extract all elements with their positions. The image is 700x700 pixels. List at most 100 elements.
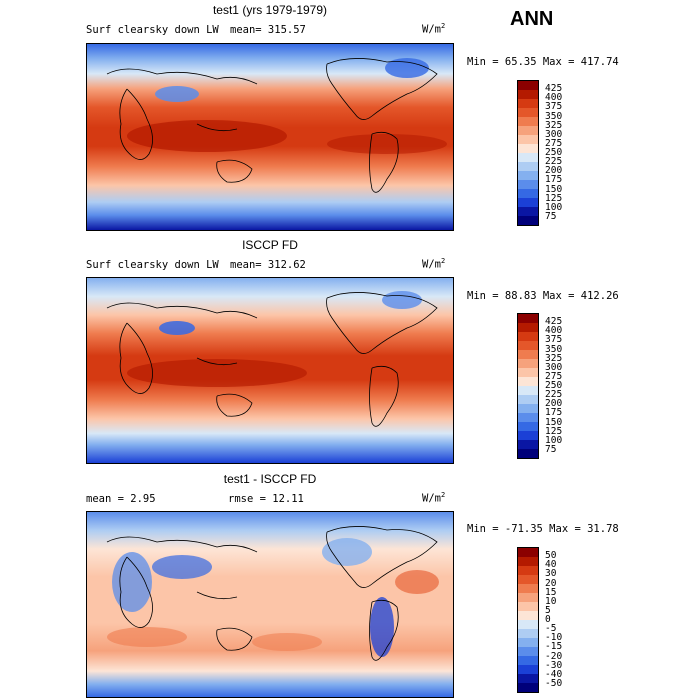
colorbar-swatch <box>518 135 538 144</box>
colorbar-swatch <box>518 449 538 458</box>
panel3-colorbar <box>517 547 539 693</box>
panel3-minmax: Min = -71.35 Max = 31.78 <box>467 523 619 535</box>
colorbar-swatch <box>518 629 538 638</box>
panel3-map <box>86 511 454 698</box>
colorbar-tick-label: 100 <box>545 201 563 213</box>
colorbar-tick-label: 400 <box>545 325 563 337</box>
colorbar-swatch <box>518 180 538 189</box>
panel1-variable: Surf clearsky down LW <box>86 24 219 36</box>
colorbar-tick-label: 10 <box>545 595 557 607</box>
colorbar-swatch <box>518 665 538 674</box>
colorbar-swatch <box>518 593 538 602</box>
colorbar-swatch <box>518 548 538 557</box>
colorbar-tick-label: 20 <box>545 577 557 589</box>
colorbar-swatch <box>518 431 538 440</box>
panel1-colorbar <box>517 80 539 226</box>
colorbar-tick-label: 250 <box>545 380 563 391</box>
colorbar-tick-label: 100 <box>545 434 563 446</box>
colorbar-swatch <box>518 323 538 332</box>
colorbar-swatch <box>518 647 538 656</box>
colorbar-tick-label: 5 <box>545 604 551 616</box>
colorbar-swatch <box>518 638 538 647</box>
colorbar-tick-label: 375 <box>545 334 563 346</box>
panel3-title: test1 - ISCCP FD <box>223 472 317 486</box>
panel3-mean: mean = 2.95 <box>86 493 156 505</box>
colorbar-swatch <box>518 332 538 341</box>
colorbar-swatch <box>518 620 538 629</box>
colorbar-swatch <box>518 162 538 171</box>
colorbar-tick-label: 125 <box>545 425 563 437</box>
panel2-mean: mean= 312.62 <box>230 259 306 271</box>
colorbar-tick-label: 200 <box>545 398 563 410</box>
colorbar-tick-label: 250 <box>545 147 563 158</box>
colorbar-tick-label: 125 <box>545 192 563 204</box>
panel2-map-field <box>87 278 453 463</box>
colorbar-tick-label: 375 <box>545 101 563 113</box>
colorbar-tick-label: 200 <box>545 165 563 177</box>
colorbar-tick-label: 350 <box>545 343 563 355</box>
colorbar-swatch <box>518 413 538 422</box>
colorbar-tick-label: 15 <box>545 586 557 598</box>
colorbar-swatch <box>518 656 538 665</box>
colorbar-tick-label: 175 <box>545 407 563 419</box>
colorbar-tick-label: -20 <box>545 650 563 662</box>
colorbar-tick-label: 175 <box>545 174 563 186</box>
colorbar-tick-label: 275 <box>545 137 563 149</box>
panel3-map-field <box>87 512 453 697</box>
colorbar-tick-label: -50 <box>545 677 563 689</box>
colorbar-swatch <box>518 440 538 449</box>
panel3-units: W/m2 <box>422 491 446 505</box>
colorbar-tick-label: 325 <box>545 352 563 364</box>
panel1-map-field <box>87 44 453 230</box>
colorbar-tick-label: -40 <box>545 668 563 680</box>
colorbar-swatch <box>518 674 538 683</box>
panel2-map <box>86 277 454 464</box>
colorbar-swatch <box>518 422 538 431</box>
colorbar-tick-label: 150 <box>545 416 563 428</box>
panel1-title: test1 (yrs 1979-1979) <box>212 3 328 17</box>
colorbar-tick-label: 425 <box>545 316 563 328</box>
colorbar-swatch <box>518 207 538 216</box>
colorbar-tick-label: -15 <box>545 641 563 653</box>
colorbar-swatch <box>518 386 538 395</box>
colorbar-tick-label: 425 <box>545 83 563 95</box>
colorbar-tick-label: 350 <box>545 110 563 122</box>
colorbar-swatch <box>518 108 538 117</box>
panel3-rmse: rmse = 12.11 <box>228 493 304 505</box>
colorbar-swatch <box>518 126 538 135</box>
colorbar-tick-label: 225 <box>545 156 563 168</box>
panel1-minmax: Min = 65.35 Max = 417.74 <box>467 56 619 68</box>
colorbar-tick-label: 275 <box>545 370 563 382</box>
colorbar-swatch <box>518 81 538 90</box>
colorbar-tick-label: -10 <box>545 632 563 644</box>
colorbar-tick-label: -30 <box>545 659 563 671</box>
colorbar-tick-label: 400 <box>545 92 563 104</box>
colorbar-tick-label: 75 <box>545 443 557 455</box>
panel2-title: ISCCP FD <box>242 238 298 252</box>
colorbar-swatch <box>518 359 538 368</box>
colorbar-swatch <box>518 341 538 350</box>
colorbar-swatch <box>518 314 538 323</box>
colorbar-tick-label: 325 <box>545 119 563 131</box>
colorbar-tick-label: 75 <box>545 210 557 222</box>
colorbar-swatch <box>518 90 538 99</box>
colorbar-swatch <box>518 350 538 359</box>
colorbar-swatch <box>518 611 538 620</box>
colorbar-swatch <box>518 144 538 153</box>
colorbar-swatch <box>518 153 538 162</box>
colorbar-tick-label: 40 <box>545 559 557 571</box>
colorbar-tick-label: 150 <box>545 183 563 195</box>
colorbar-swatch <box>518 404 538 413</box>
panel1-mean: mean= 315.57 <box>230 24 306 36</box>
panel1-units: W/m2 <box>422 22 446 36</box>
colorbar-tick-label: 30 <box>545 568 557 580</box>
colorbar-swatch <box>518 99 538 108</box>
panel2-variable: Surf clearsky down LW <box>86 259 219 271</box>
colorbar-swatch <box>518 189 538 198</box>
colorbar-swatch <box>518 566 538 575</box>
colorbar-swatch <box>518 395 538 404</box>
panel2-minmax: Min = 88.83 Max = 412.26 <box>467 290 619 302</box>
colorbar-swatch <box>518 683 538 692</box>
panel1-map <box>86 43 454 231</box>
colorbar-tick-label: 0 <box>545 614 551 625</box>
